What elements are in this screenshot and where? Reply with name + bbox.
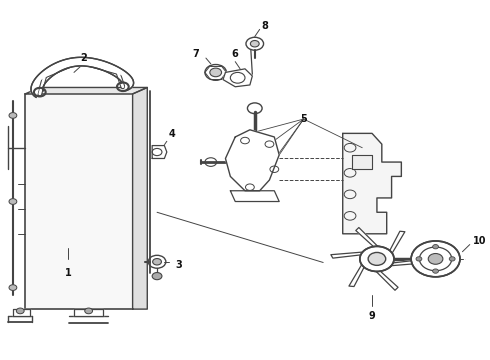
Circle shape — [368, 252, 386, 265]
Text: 5: 5 — [300, 114, 307, 124]
Text: 3: 3 — [175, 260, 182, 270]
Text: 7: 7 — [193, 49, 199, 59]
Polygon shape — [230, 191, 279, 202]
Polygon shape — [74, 309, 103, 316]
Circle shape — [16, 308, 24, 314]
Polygon shape — [25, 87, 147, 94]
Polygon shape — [343, 134, 401, 234]
Polygon shape — [352, 155, 372, 169]
Circle shape — [433, 244, 439, 249]
Polygon shape — [373, 271, 398, 290]
Polygon shape — [13, 309, 30, 316]
Circle shape — [433, 269, 439, 273]
Circle shape — [152, 273, 162, 280]
Polygon shape — [31, 57, 134, 97]
Polygon shape — [349, 263, 364, 287]
Bar — [25, 94, 133, 309]
Polygon shape — [390, 260, 423, 267]
Circle shape — [449, 257, 455, 261]
Text: 4: 4 — [169, 129, 175, 139]
Text: 6: 6 — [232, 49, 239, 59]
Circle shape — [416, 257, 422, 261]
Text: 1: 1 — [65, 268, 72, 278]
Circle shape — [153, 258, 161, 265]
Polygon shape — [133, 87, 147, 309]
Text: 9: 9 — [368, 311, 375, 321]
Circle shape — [9, 285, 17, 291]
Text: 2: 2 — [80, 53, 87, 63]
Circle shape — [9, 199, 17, 204]
Circle shape — [428, 253, 443, 264]
Circle shape — [411, 241, 460, 277]
Text: 10: 10 — [473, 236, 486, 246]
Polygon shape — [390, 231, 405, 255]
Polygon shape — [225, 130, 279, 191]
Circle shape — [210, 68, 221, 77]
Polygon shape — [356, 228, 380, 247]
Polygon shape — [223, 69, 252, 87]
Text: 8: 8 — [261, 21, 268, 31]
Polygon shape — [152, 145, 167, 158]
Polygon shape — [331, 251, 364, 258]
Circle shape — [250, 41, 259, 47]
Circle shape — [85, 308, 93, 314]
Circle shape — [9, 113, 17, 118]
Circle shape — [360, 246, 394, 271]
